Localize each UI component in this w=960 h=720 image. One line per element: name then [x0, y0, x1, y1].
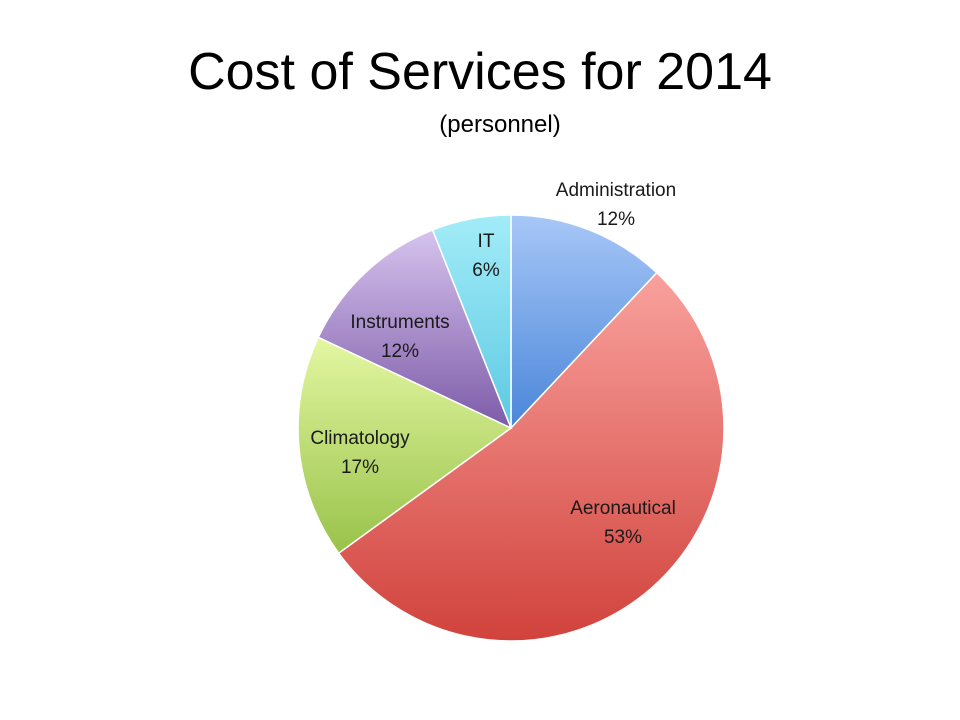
pie-slice-aeronautical	[337, 271, 725, 642]
slice-label-percent: 17%	[341, 457, 379, 478]
slice-label-aeronautical: Aeronautical 53%	[570, 498, 676, 548]
slice-label-percent: 53%	[604, 527, 642, 548]
slice-label-percent: 12%	[381, 341, 419, 362]
chart-title: Cost of Services for 2014	[188, 43, 772, 101]
pie-labels: Administration 12% Aeronautical 53% Climatol…	[310, 180, 676, 548]
slice-label-administration: Administration 12%	[556, 180, 676, 230]
pie-slice-climatology	[297, 336, 513, 555]
slice-label-name: Aeronautical	[570, 498, 676, 519]
pie-slice-it	[431, 214, 512, 429]
slice-label-percent: 12%	[597, 209, 635, 230]
pie-slices	[297, 214, 725, 642]
slice-label-percent: 6%	[472, 260, 500, 281]
slice-label-name: Climatology	[310, 428, 410, 449]
slice-label-it: IT 6%	[472, 231, 500, 281]
chart-subtitle: (personnel)	[439, 111, 561, 138]
slice-label-name: Instruments	[350, 312, 449, 333]
slice-label-name: IT	[478, 231, 495, 252]
pie-slice-instruments	[317, 228, 513, 430]
slice-label-instruments: Instruments 12%	[350, 312, 449, 362]
slice-label-name: Administration	[556, 180, 676, 201]
pie-slice-administration	[510, 214, 658, 430]
slice-label-climatology: Climatology 17%	[310, 428, 410, 478]
